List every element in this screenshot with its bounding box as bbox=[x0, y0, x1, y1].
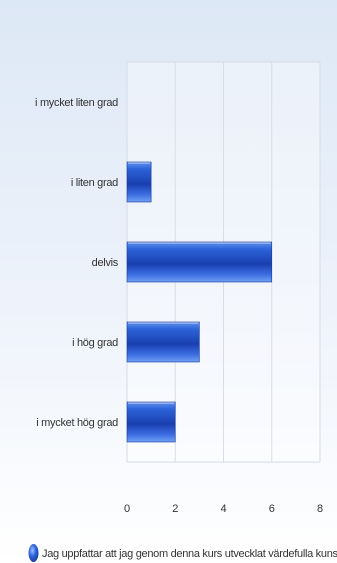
bar bbox=[126, 321, 200, 363]
x-tick-label: 4 bbox=[220, 503, 226, 515]
bar bbox=[126, 401, 176, 443]
bar bbox=[126, 161, 152, 203]
x-axis-ticks: 0 2 4 6 8 bbox=[124, 503, 323, 515]
category-label: i mycket hög grad bbox=[36, 417, 118, 429]
category-label: delvis bbox=[92, 257, 119, 269]
x-tick-label: 6 bbox=[269, 503, 275, 515]
legend: Jag uppfattar att jag genom denna kurs u… bbox=[28, 544, 337, 562]
category-label: i hög grad bbox=[72, 337, 118, 349]
category-label: i mycket liten grad bbox=[35, 97, 118, 109]
x-tick-label: 0 bbox=[124, 503, 130, 515]
bar bbox=[126, 241, 273, 283]
category-label: i liten grad bbox=[71, 177, 118, 189]
x-tick-label: 2 bbox=[172, 503, 178, 515]
x-tick-label: 8 bbox=[317, 503, 323, 515]
legend-label: Jag uppfattar att jag genom denna kurs u… bbox=[42, 548, 337, 560]
legend-marker bbox=[28, 544, 39, 562]
bars bbox=[126, 161, 273, 443]
category-labels: i mycket liten grad i liten grad delvis i h… bbox=[35, 97, 119, 429]
